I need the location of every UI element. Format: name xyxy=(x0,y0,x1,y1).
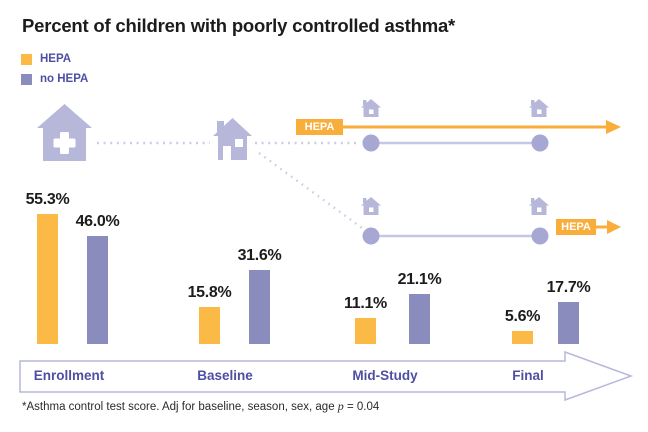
hepa-bar-mid-study xyxy=(355,318,376,344)
bar-value-label: 31.6% xyxy=(237,247,282,264)
clinic-house-icon xyxy=(37,104,92,161)
legend: HEPA no HEPA xyxy=(21,53,88,93)
timeline-dot-icon xyxy=(531,134,549,152)
hepa-bar-final xyxy=(512,331,533,344)
small-house-icon xyxy=(361,197,381,215)
footnote-text: *Asthma control test score. Adj for base… xyxy=(22,401,338,413)
no-hepa-bar-enrollment xyxy=(87,236,108,344)
hepa-bar-baseline xyxy=(199,307,220,344)
house-icon xyxy=(213,118,252,160)
timeline-dot-icon xyxy=(531,227,549,245)
stage-label-final: Final xyxy=(512,368,544,383)
bar-value-label: 17.7% xyxy=(546,279,591,296)
timeline-dot-icon xyxy=(362,227,380,245)
hepa-bar-enrollment xyxy=(37,214,58,344)
bar-value-label: 15.8% xyxy=(187,284,232,301)
legend-label-no-hepa: no HEPA xyxy=(40,73,89,85)
bar-value-label: 11.1% xyxy=(344,295,387,312)
bar-value-label: 5.6% xyxy=(504,308,541,325)
footnote-p-value: = 0.04 xyxy=(343,401,380,413)
hepa-arrowhead-bottom-icon xyxy=(607,220,621,234)
stage-label-enrollment: Enrollment xyxy=(33,368,105,383)
small-house-icon xyxy=(529,99,549,117)
no-hepa-bar-mid-study xyxy=(409,294,430,344)
hepa-badge-bottom: HEPA xyxy=(556,219,596,235)
bar-value-label: 46.0% xyxy=(75,213,120,230)
chart-title: Percent of children with poorly controll… xyxy=(22,15,456,36)
no-hepa-swatch-icon xyxy=(21,73,32,85)
bar-value-label: 55.3% xyxy=(25,191,70,208)
bar-value-label: 21.1% xyxy=(397,271,442,288)
small-house-icon xyxy=(361,99,381,117)
footnote-p-variable: p xyxy=(337,399,344,413)
stage-label-mid-study: Mid-Study xyxy=(352,368,418,383)
footnote: *Asthma control test score. Adj for base… xyxy=(22,399,379,414)
stage-label-baseline: Baseline xyxy=(197,368,253,383)
legend-item-hepa: HEPA xyxy=(21,53,88,65)
no-hepa-bar-baseline xyxy=(249,270,270,344)
no-hepa-bar-final xyxy=(558,302,579,344)
hepa-arrowhead-top-icon xyxy=(606,120,621,134)
timeline-dot-icon xyxy=(362,134,380,152)
legend-label-hepa: HEPA xyxy=(40,53,72,65)
dotted-connector-house-to-no-hepa xyxy=(258,152,363,229)
hepa-badge-top: HEPA xyxy=(296,119,343,135)
hepa-swatch-icon xyxy=(21,53,32,65)
legend-item-no-hepa: no HEPA xyxy=(21,73,88,85)
small-house-icon xyxy=(529,197,549,215)
